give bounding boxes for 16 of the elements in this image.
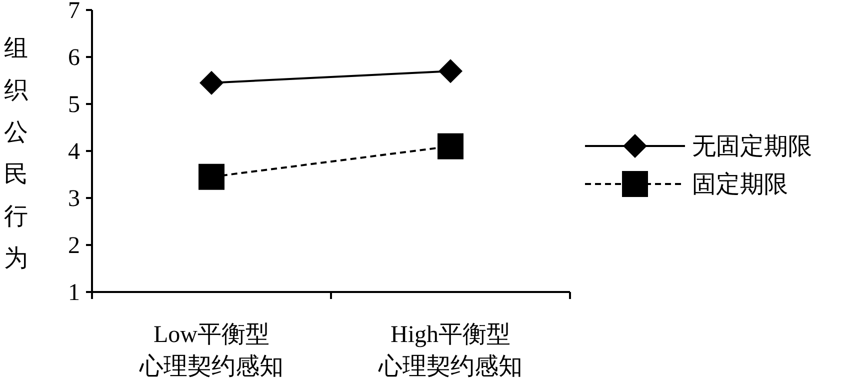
y-axis-title: 组织公民行为 — [4, 36, 28, 272]
y-tick-label: 4 — [68, 139, 80, 165]
y-tick-label: 1 — [68, 280, 80, 306]
legend-label: 无固定期限 — [692, 133, 812, 160]
y-tick-label: 6 — [68, 45, 80, 71]
x-tick-label: High平衡型心理契约感知 — [378, 322, 522, 380]
point — [200, 70, 224, 95]
point — [438, 133, 464, 160]
y-tick-label: 7 — [68, 0, 80, 24]
y-tick-label: 5 — [68, 92, 80, 118]
y-tick-label: 3 — [68, 186, 80, 212]
point — [198, 164, 224, 190]
y-tick-label: 2 — [68, 233, 80, 259]
point — [438, 59, 462, 84]
legend-label: 固定期限 — [692, 171, 788, 198]
x-tick-label: Low平衡型心理契约感知 — [138, 322, 284, 380]
